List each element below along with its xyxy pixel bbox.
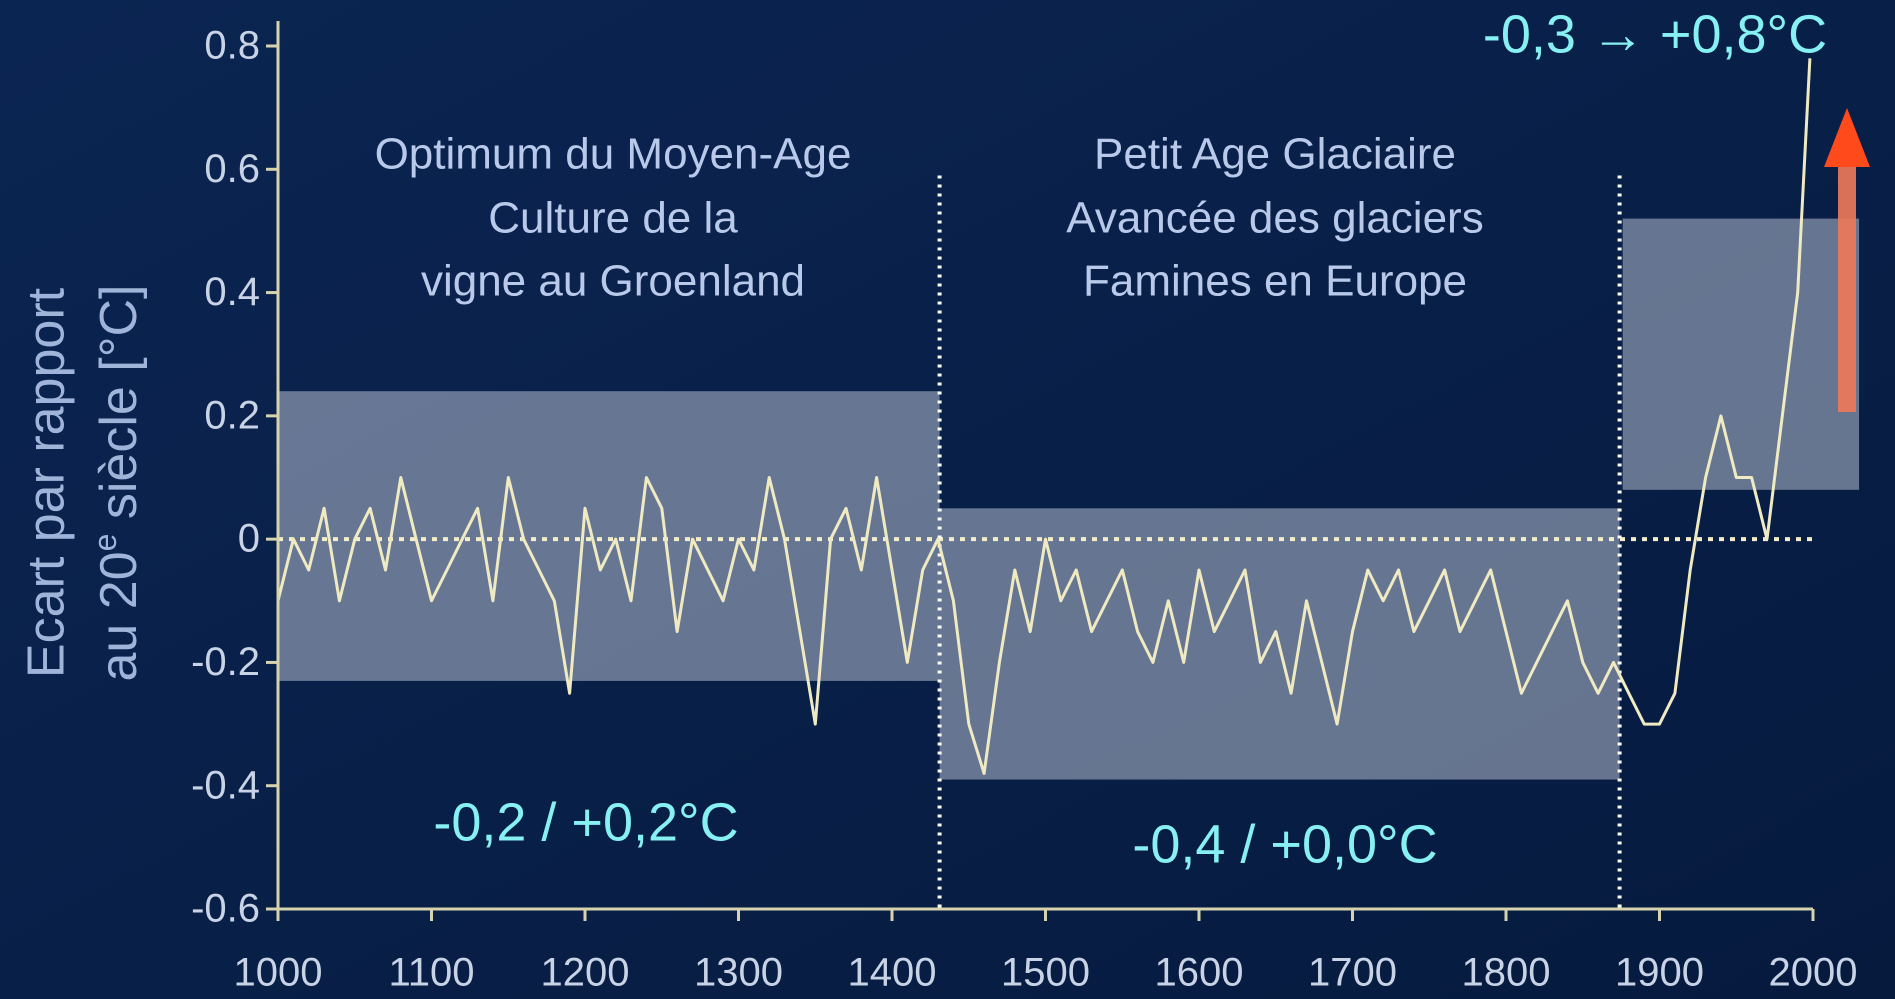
y-axis-label-sup: e bbox=[87, 534, 123, 552]
range-label: -0,2 / +0,2°C bbox=[433, 792, 738, 852]
period-note: Optimum du Moyen-Age bbox=[375, 130, 852, 179]
y-axis-label-part: au 20 bbox=[90, 551, 148, 681]
arrow-head bbox=[1824, 108, 1870, 167]
period-note: Avancée des glaciers bbox=[1066, 194, 1483, 243]
y-axis-label: Ecart par rapport bbox=[18, 287, 76, 678]
y-tick-label: 0.8 bbox=[204, 24, 260, 68]
range-band bbox=[1622, 218, 1860, 490]
x-tick-label: 1400 bbox=[848, 951, 937, 995]
range-label: -0,4 / +0,0°C bbox=[1132, 814, 1437, 874]
x-tick-label: 1800 bbox=[1462, 951, 1551, 995]
x-tick-label: 2000 bbox=[1769, 951, 1858, 995]
period-note: Famines en Europe bbox=[1083, 257, 1467, 306]
x-tick-label: 1200 bbox=[541, 951, 630, 995]
arrow-shaft bbox=[1838, 165, 1856, 412]
range-label: -0,3 → +0,8°C bbox=[1483, 4, 1827, 64]
y-tick-label: 0.4 bbox=[204, 270, 260, 314]
temperature-line bbox=[276, 58, 1812, 775]
y-tick-label: -0.6 bbox=[191, 887, 260, 931]
y-tick-label: 0 bbox=[238, 517, 260, 561]
y-tick-label: 0.2 bbox=[204, 393, 260, 437]
y-axis-label-part: siècle [°C] bbox=[90, 284, 148, 533]
x-tick-label: 1000 bbox=[234, 951, 323, 995]
period-note: vigne au Groenland bbox=[421, 257, 805, 306]
x-tick-label: 1700 bbox=[1308, 951, 1397, 995]
x-tick-label: 1600 bbox=[1155, 951, 1244, 995]
x-tick-label: 1500 bbox=[1001, 951, 1090, 995]
period-note: Petit Age Glaciaire bbox=[1094, 130, 1456, 179]
y-tick-label: 0.6 bbox=[204, 147, 260, 191]
y-tick-label: -0.4 bbox=[191, 763, 260, 807]
y-axis-label: au 20e siècle [°C] bbox=[87, 284, 147, 681]
x-tick-label: 1900 bbox=[1615, 951, 1704, 995]
period-note: Culture de la bbox=[488, 194, 738, 243]
trend-arrow bbox=[1824, 108, 1870, 412]
plot: 0.8 0.6 0.4 0.2 0 -0.2 -0.4 -0.6 1000 1100 1200 130… bbox=[191, 21, 1860, 995]
range-band bbox=[278, 391, 940, 681]
x-tick-label: 1300 bbox=[694, 951, 783, 995]
y-tick-label: -0.2 bbox=[191, 640, 260, 684]
x-tick-label: 1100 bbox=[388, 951, 474, 995]
